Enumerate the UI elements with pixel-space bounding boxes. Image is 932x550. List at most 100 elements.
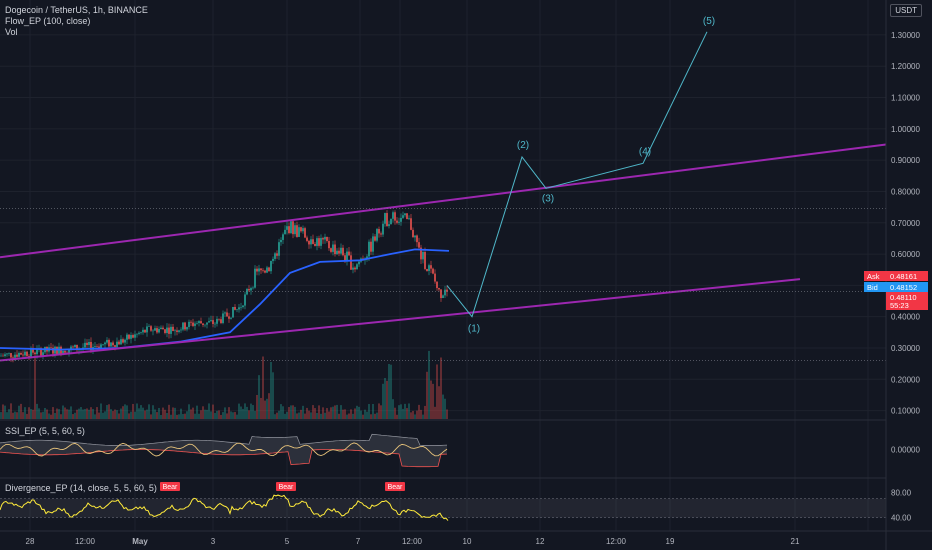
candle-body [28,355,30,357]
elliott-wave-path[interactable] [446,31,708,318]
candle-body [154,328,156,331]
volume-bar [50,414,52,419]
ssi-axis: 0.00000 [891,446,920,455]
candle-body [250,288,252,291]
candle-body [58,346,60,355]
volume-bar [196,405,198,419]
wave-label: (3) [542,193,554,204]
volume-bar [290,405,292,419]
price-tags: Ask 0.48161 Bid 0.48152 0.48110 55:23 [864,271,928,310]
candle-body [294,225,296,235]
candle-body [254,268,256,288]
ask-label: Ask [867,272,880,281]
candle-body [432,268,434,274]
price-tick-label: 0.40000 [891,313,920,322]
volume-indicator-legend[interactable]: Vol [5,27,18,37]
flow-indicator-legend[interactable]: Flow_EP (100, close) [5,16,91,26]
volume-bar [370,414,372,419]
volume-bar [202,406,204,419]
volume-bar [100,403,102,419]
ssi-indicator-pane[interactable] [0,433,448,468]
time-tick-label: 19 [666,537,675,546]
channel-lower-line[interactable] [0,278,801,362]
candle-body [306,237,308,241]
volume-bar [58,409,60,419]
volume-bar [400,404,402,419]
volume-bar [306,407,308,419]
candle-body [372,236,374,252]
volume-bar [354,408,356,419]
volume-bar [122,406,124,419]
candle-body [446,289,448,292]
candle-body [148,326,150,327]
candle-body [332,244,334,252]
volume-bars [0,350,448,419]
candle-body [188,321,190,328]
volume-bar [380,405,382,419]
candle-body [108,339,110,347]
candle-body [418,242,420,248]
volume-bar [182,414,184,419]
candle-body [124,339,126,343]
candle-body [130,335,132,339]
candle-body [310,239,312,245]
volume-bar [218,410,220,419]
candle-body [338,250,340,254]
volume-bar [108,404,110,419]
ssi-tick-label: 0.00000 [891,446,920,455]
volume-bar [360,410,362,419]
time-axis[interactable]: 28 12:00 May 3 5 7 12:00 10 12 12:00 19 21 [26,537,800,546]
candle-body [370,241,372,252]
volume-bar [280,404,282,419]
volume-bar [156,412,158,419]
candle-body [326,236,328,242]
candle-body [168,327,170,334]
div-tick-label: 80.00 [891,489,912,498]
candle-body [198,321,200,323]
channel-upper-line[interactable] [0,143,887,259]
volume-bar [284,413,286,419]
ssi-indicator-legend[interactable]: SSI_EP (5, 5, 60, 5) [5,426,85,436]
volume-bar [432,383,434,419]
time-tick-label: 5 [285,537,290,546]
candle-body [190,321,192,323]
volume-bar [388,364,390,419]
main-price-pane[interactable]: (1) (2) (3) (4) (5) [0,16,887,419]
currency-badge[interactable]: USDT [890,4,922,17]
volume-bar [130,411,132,419]
candle-body [220,319,222,324]
price-tick-label: 0.60000 [891,250,920,259]
candle-body [128,334,130,339]
volume-bar [342,409,344,419]
volume-bar [348,413,350,419]
volume-bar [274,414,276,419]
candle-body [0,355,2,357]
volume-bar [20,403,22,419]
volume-bar [418,404,420,419]
volume-bar [168,404,170,419]
volume-bar [86,408,88,419]
volume-bar [282,406,284,419]
volume-bar [230,411,232,419]
volume-bar [440,357,442,419]
divergence-line [0,494,449,521]
volume-bar [262,356,264,419]
volume-bar [114,409,116,419]
volume-bar [80,407,82,419]
divergence-indicator-legend[interactable]: Divergence_EP (14, close, 5, 5, 60, 5) [5,483,157,493]
volume-bar [124,404,126,419]
volume-bar [14,411,16,419]
volume-bar [420,409,422,419]
volume-bar [142,407,144,419]
divergence-indicator-pane[interactable]: Bear Bear Bear [0,482,886,521]
candle-body [140,332,142,333]
price-tick-label: 1.20000 [891,62,920,71]
candle-body [288,226,290,234]
time-tick-label: 7 [356,537,361,546]
volume-bar [228,407,230,419]
volume-bar [350,409,352,419]
volume-bar [366,411,368,419]
candle-body [274,253,276,259]
